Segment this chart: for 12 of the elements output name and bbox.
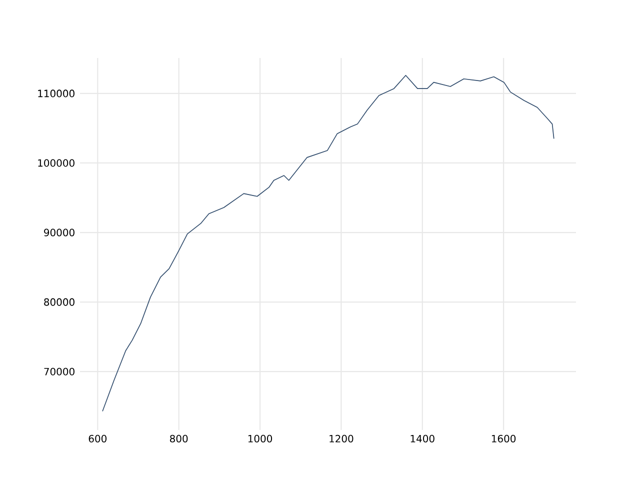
x-tick-label: 600 xyxy=(88,434,107,442)
y-tick-label: 80000 xyxy=(44,298,74,306)
x-tick-label: 1000 xyxy=(248,434,272,442)
x-tick-label: 1600 xyxy=(492,434,516,442)
y-tick-label: 110000 xyxy=(38,90,74,98)
y-tick-label: 70000 xyxy=(44,368,74,376)
x-tick-label: 800 xyxy=(170,434,188,442)
line-series xyxy=(102,74,554,412)
x-tick-label: 1200 xyxy=(330,434,354,442)
y-tick-label: 100000 xyxy=(38,159,74,167)
y-tick-label: 90000 xyxy=(44,228,74,236)
x-tick-label: 1400 xyxy=(410,434,434,442)
